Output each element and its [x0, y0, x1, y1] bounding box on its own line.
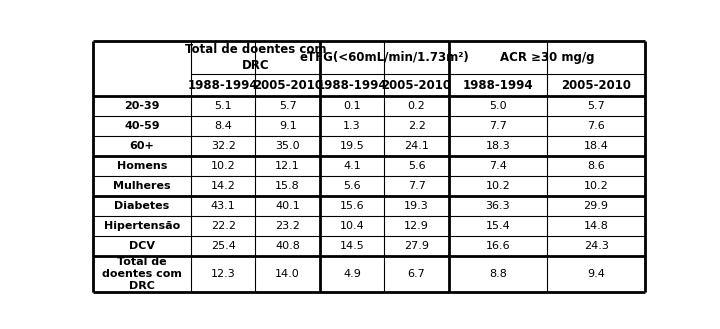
Text: 12.1: 12.1 [275, 162, 300, 171]
Text: 1988-1994: 1988-1994 [462, 79, 534, 91]
Text: 23.2: 23.2 [275, 221, 300, 231]
Text: 8.8: 8.8 [489, 269, 507, 279]
Text: 14.0: 14.0 [275, 269, 300, 279]
Text: ACR ≥30 mg/g: ACR ≥30 mg/g [500, 51, 594, 64]
Text: 5.7: 5.7 [279, 101, 297, 112]
Text: 19.3: 19.3 [404, 201, 429, 212]
Text: eTFG(<60mL/min/1.73m²): eTFG(<60mL/min/1.73m²) [300, 51, 469, 64]
Text: 2005-2010: 2005-2010 [253, 79, 323, 91]
Text: 10.2: 10.2 [485, 182, 510, 191]
Text: Hipertensão: Hipertensão [104, 221, 180, 231]
Text: 15.8: 15.8 [275, 182, 300, 191]
Text: 15.6: 15.6 [340, 201, 364, 212]
Text: 29.9: 29.9 [584, 201, 608, 212]
Text: 5.7: 5.7 [588, 101, 605, 112]
Text: 1988-1994: 1988-1994 [188, 79, 258, 91]
Text: 18.4: 18.4 [584, 141, 608, 151]
Text: Diabetes: Diabetes [114, 201, 169, 212]
Text: 9.4: 9.4 [588, 269, 605, 279]
Text: 9.1: 9.1 [279, 121, 297, 132]
Text: 25.4: 25.4 [211, 241, 235, 251]
Text: 27.9: 27.9 [404, 241, 429, 251]
Text: 60+: 60+ [130, 141, 154, 151]
Text: DCV: DCV [129, 241, 155, 251]
Text: 8.4: 8.4 [215, 121, 232, 132]
Text: Homens: Homens [117, 162, 167, 171]
Text: Total de
doentes com
DRC: Total de doentes com DRC [102, 257, 182, 291]
Text: 5.1: 5.1 [215, 101, 232, 112]
Text: 2.2: 2.2 [408, 121, 426, 132]
Text: 1988-1994: 1988-1994 [317, 79, 387, 91]
Text: 12.9: 12.9 [404, 221, 429, 231]
Text: 1.3: 1.3 [343, 121, 361, 132]
Text: 6.7: 6.7 [408, 269, 426, 279]
Text: 8.6: 8.6 [588, 162, 605, 171]
Text: 40-59: 40-59 [124, 121, 160, 132]
Text: 0.1: 0.1 [343, 101, 361, 112]
Text: 40.1: 40.1 [275, 201, 300, 212]
Text: 18.3: 18.3 [485, 141, 510, 151]
Text: 35.0: 35.0 [275, 141, 300, 151]
Text: 5.0: 5.0 [489, 101, 507, 112]
Text: 10.4: 10.4 [340, 221, 364, 231]
Text: 10.2: 10.2 [584, 182, 608, 191]
Text: 19.5: 19.5 [340, 141, 364, 151]
Text: 0.2: 0.2 [408, 101, 426, 112]
Text: Total de doentes com
DRC: Total de doentes com DRC [185, 43, 326, 72]
Text: 5.6: 5.6 [408, 162, 426, 171]
Text: 7.4: 7.4 [489, 162, 507, 171]
Text: 43.1: 43.1 [211, 201, 235, 212]
Text: 36.3: 36.3 [485, 201, 510, 212]
Text: 5.6: 5.6 [343, 182, 361, 191]
Text: 14.8: 14.8 [584, 221, 608, 231]
Text: 15.4: 15.4 [485, 221, 510, 231]
Text: 7.7: 7.7 [408, 182, 426, 191]
Text: 24.1: 24.1 [404, 141, 429, 151]
Text: 4.1: 4.1 [343, 162, 361, 171]
Text: 2005-2010: 2005-2010 [561, 79, 631, 91]
Text: 10.2: 10.2 [211, 162, 235, 171]
Text: 7.7: 7.7 [489, 121, 507, 132]
Text: 16.6: 16.6 [485, 241, 510, 251]
Text: 22.2: 22.2 [211, 221, 235, 231]
Text: 14.2: 14.2 [211, 182, 235, 191]
Text: 4.9: 4.9 [343, 269, 361, 279]
Text: 32.2: 32.2 [211, 141, 235, 151]
Text: 24.3: 24.3 [584, 241, 608, 251]
Text: 20-39: 20-39 [124, 101, 160, 112]
Text: 7.6: 7.6 [588, 121, 605, 132]
Text: 40.8: 40.8 [275, 241, 300, 251]
Text: 2005-2010: 2005-2010 [382, 79, 451, 91]
Text: 12.3: 12.3 [211, 269, 235, 279]
Text: 14.5: 14.5 [340, 241, 364, 251]
Text: Mulheres: Mulheres [113, 182, 171, 191]
